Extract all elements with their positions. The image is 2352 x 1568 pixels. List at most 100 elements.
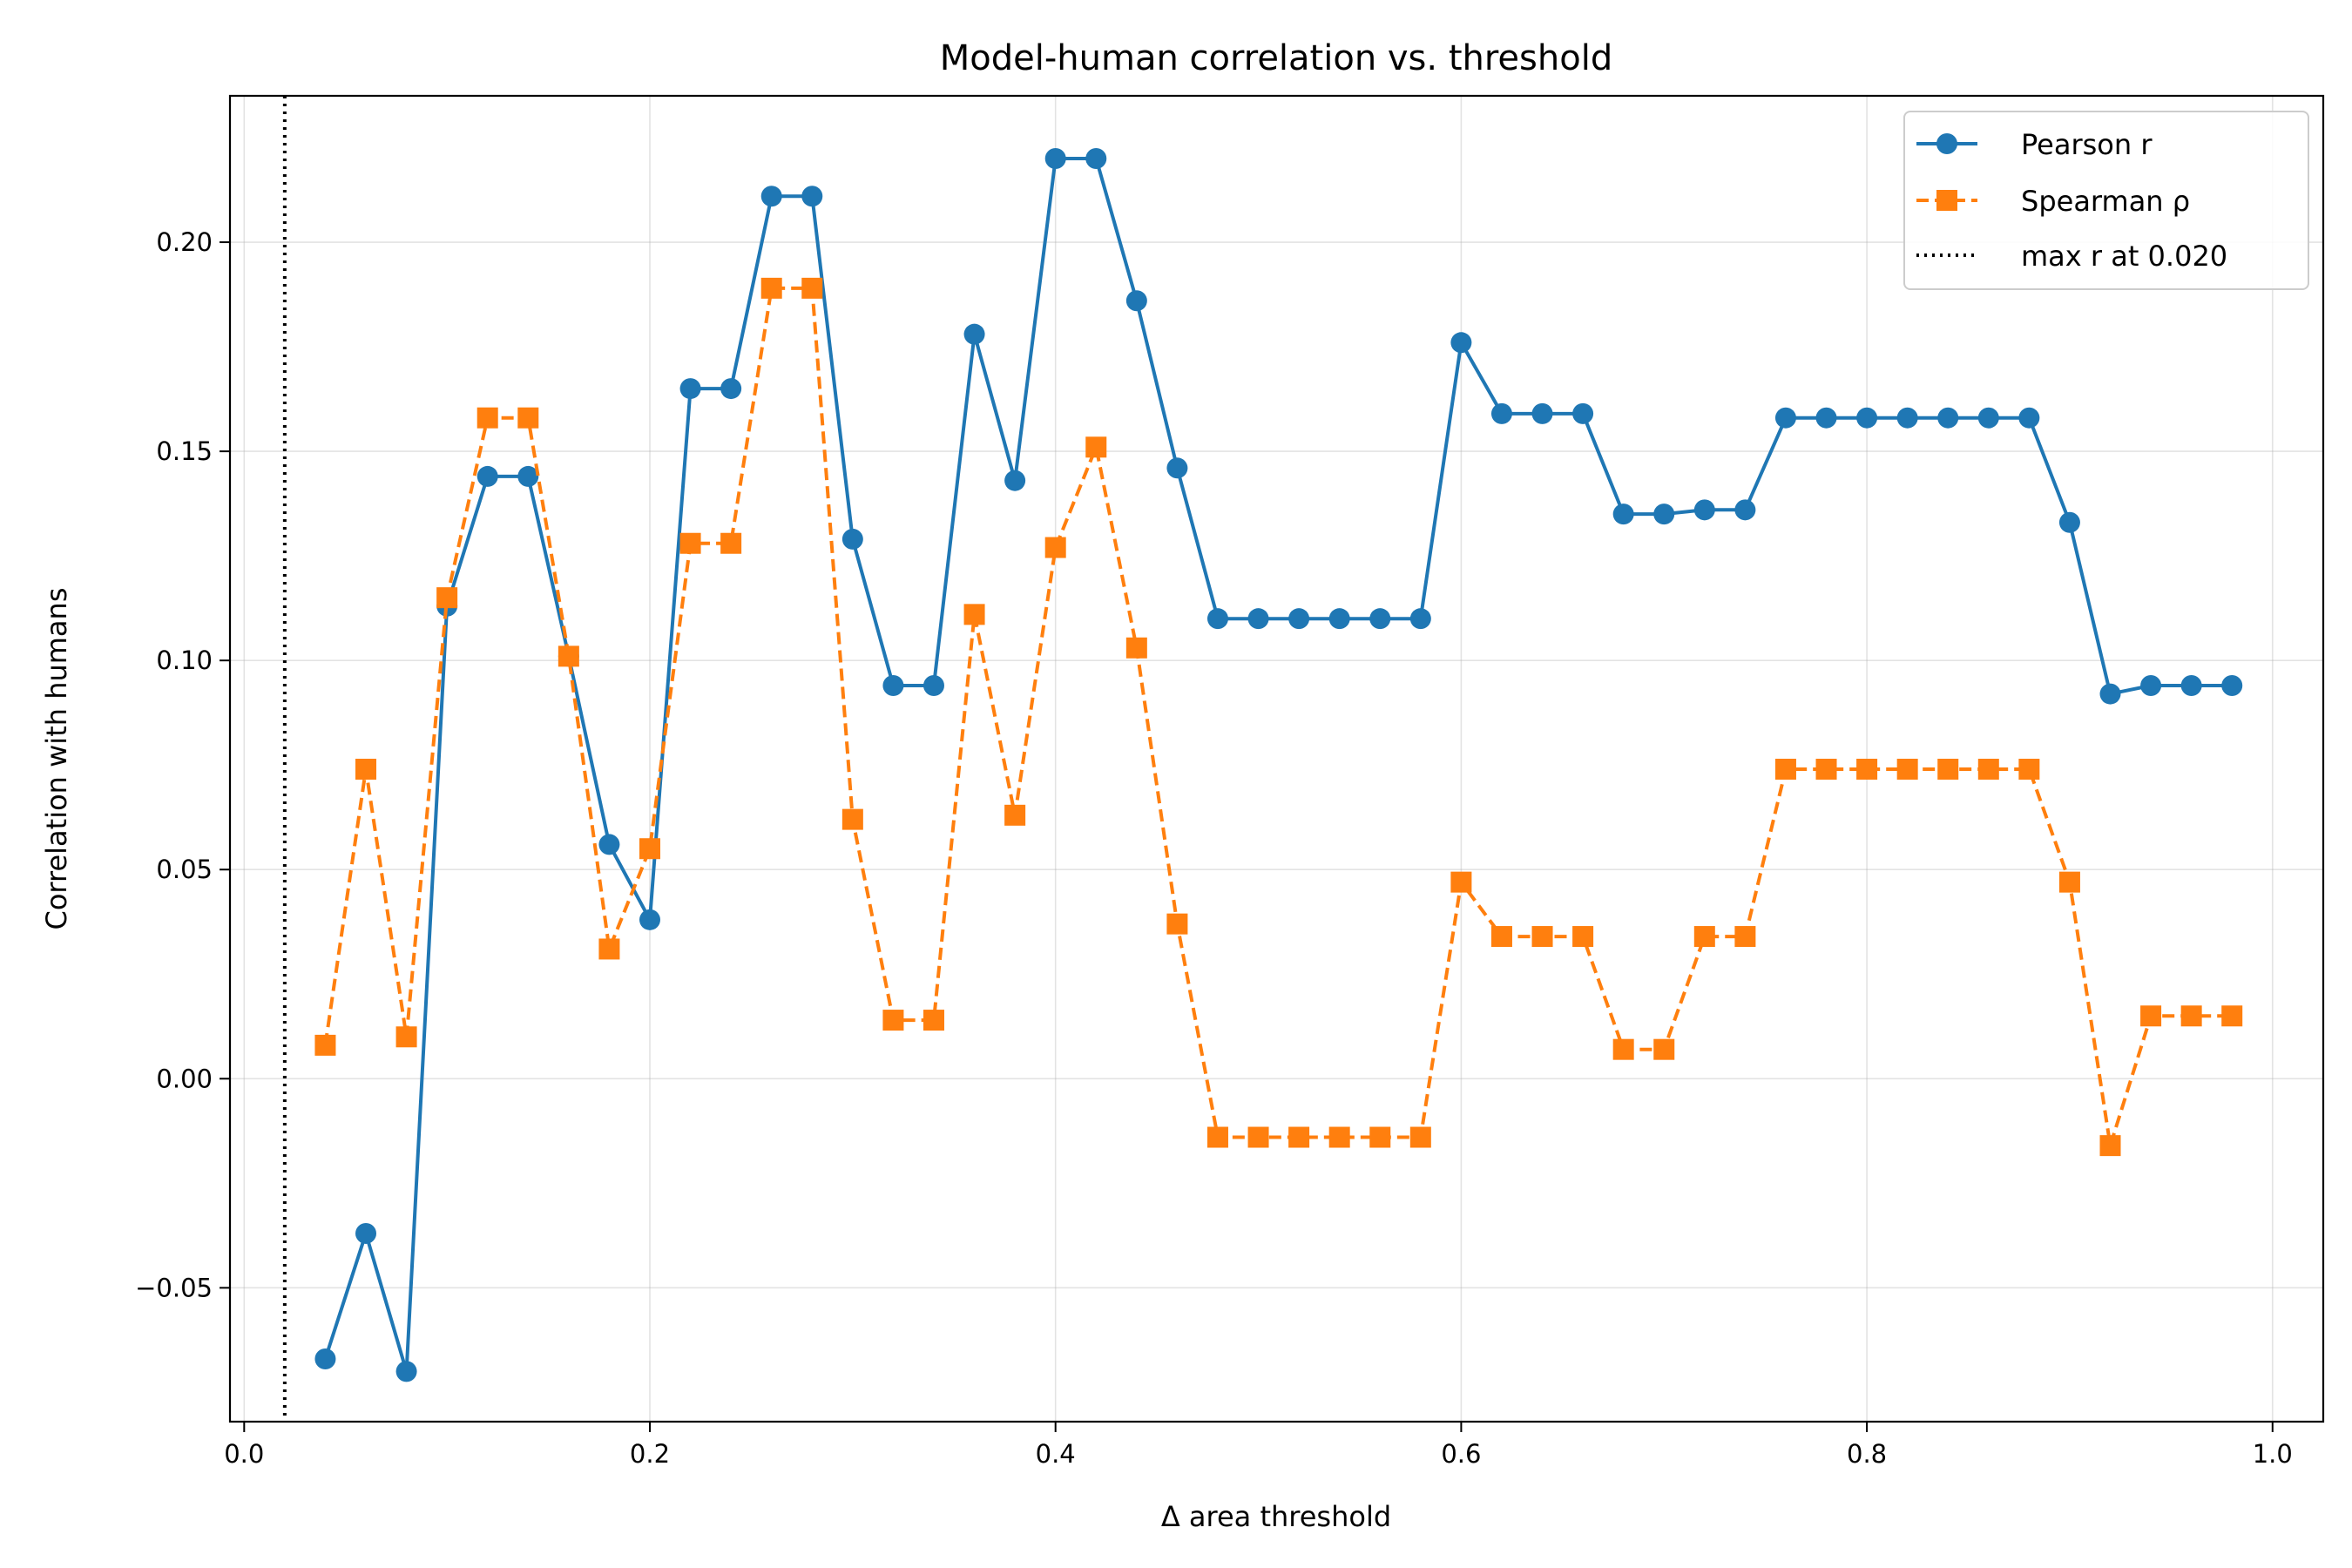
data-point-pearson — [2221, 674, 2243, 696]
data-point-spearman — [882, 1010, 904, 1031]
data-point-pearson — [1247, 608, 1269, 630]
data-point-spearman — [1774, 759, 1796, 781]
data-point-spearman — [558, 645, 579, 667]
data-point-spearman — [1490, 926, 1512, 948]
data-point-spearman — [476, 407, 498, 429]
series-pearson — [314, 148, 2243, 1382]
data-point-spearman — [2018, 759, 2040, 781]
data-point-pearson — [1004, 470, 1026, 491]
data-point-spearman — [1937, 759, 1959, 781]
data-point-pearson — [1856, 407, 1878, 429]
x-tick-label: 0.4 — [1036, 1439, 1076, 1469]
data-point-spearman — [1653, 1038, 1675, 1060]
legend-reference-label: max r at 0.020 — [2021, 240, 2227, 273]
data-point-pearson — [1450, 332, 1472, 354]
data-point-pearson — [1653, 504, 1675, 525]
data-point-pearson — [1206, 608, 1228, 630]
data-point-spearman — [517, 407, 539, 429]
data-point-pearson — [1288, 608, 1310, 630]
chart-title: Model-human correlation vs. threshold — [940, 38, 1612, 78]
legend-spearman-label: Spearman ρ — [2021, 185, 2190, 218]
x-tick-label: 1.0 — [2253, 1439, 2293, 1469]
data-point-spearman — [2058, 871, 2080, 893]
x-axis: 0.0 0.2 0.4 0.6 0.8 1.0 — [224, 1422, 2293, 1469]
data-point-pearson — [801, 186, 823, 207]
data-point-spearman — [760, 277, 782, 299]
data-point-pearson — [2058, 511, 2080, 533]
data-point-pearson — [517, 465, 539, 487]
data-point-pearson — [963, 323, 985, 345]
data-point-pearson — [1044, 148, 1066, 170]
data-point-pearson — [1369, 608, 1391, 630]
data-point-spearman — [2140, 1005, 2162, 1027]
series-spearman — [314, 277, 2243, 1157]
data-point-spearman — [1815, 759, 1837, 781]
data-point-spearman — [1450, 871, 1472, 893]
plot-frame — [228, 94, 2325, 1423]
data-point-spearman — [841, 808, 863, 830]
data-point-spearman — [1328, 1126, 1350, 1148]
y-tick-label: 0.10 — [156, 645, 213, 675]
data-point-spearman — [1166, 913, 1188, 935]
data-point-spearman — [639, 838, 660, 860]
data-point-pearson — [760, 186, 782, 207]
data-point-spearman — [801, 277, 823, 299]
data-point-spearman — [1288, 1126, 1310, 1148]
data-point-pearson — [1977, 407, 1999, 429]
data-point-spearman — [1044, 537, 1066, 558]
data-point-pearson — [598, 834, 620, 855]
data-point-pearson — [1815, 407, 1837, 429]
legend: Pearson r Spearman ρ max r at 0.020 — [1903, 111, 2309, 290]
data-point-spearman — [1247, 1126, 1269, 1148]
data-point-spearman — [1206, 1126, 1228, 1148]
data-point-spearman — [2099, 1135, 2121, 1157]
data-point-spearman — [720, 532, 742, 554]
data-point-spearman — [1856, 759, 1878, 781]
data-point-pearson — [1409, 608, 1431, 630]
y-tick-label: 0.05 — [156, 855, 213, 884]
data-point-pearson — [720, 378, 742, 400]
data-point-spearman — [1896, 759, 1918, 781]
legend-box — [1903, 111, 2309, 290]
data-point-pearson — [1612, 504, 1634, 525]
data-point-pearson — [355, 1222, 377, 1244]
data-point-pearson — [1085, 148, 1107, 170]
data-point-pearson — [476, 465, 498, 487]
data-point-spearman — [963, 604, 985, 625]
data-point-spearman — [1085, 436, 1107, 458]
y-tick-label: 0.00 — [156, 1064, 213, 1093]
data-point-pearson — [1693, 499, 1715, 521]
legend-pearson-label: Pearson r — [2021, 128, 2153, 161]
y-tick-label: −0.05 — [135, 1273, 213, 1302]
grid — [230, 96, 2323, 1422]
data-point-pearson — [2180, 674, 2202, 696]
data-point-pearson — [841, 528, 863, 550]
data-point-spearman — [355, 759, 377, 781]
data-point-pearson — [1166, 457, 1188, 479]
data-point-spearman — [923, 1010, 944, 1031]
y-tick-label: 0.15 — [156, 436, 213, 466]
data-point-pearson — [1328, 608, 1350, 630]
legend-pearson-marker — [1936, 133, 1957, 154]
data-point-pearson — [395, 1361, 417, 1382]
data-point-spearman — [436, 587, 458, 609]
y-axis: −0.05 0.00 0.05 0.10 0.15 0.20 — [135, 227, 230, 1302]
series-layer — [314, 148, 2243, 1382]
data-point-pearson — [2018, 407, 2040, 429]
x-tick-label: 0.0 — [224, 1439, 264, 1469]
data-point-spearman — [1125, 637, 1147, 659]
y-tick-label: 0.20 — [156, 227, 213, 257]
data-point-pearson — [1490, 402, 1512, 424]
data-point-spearman — [2221, 1005, 2243, 1027]
y-axis-label: Correlation with humans — [40, 588, 73, 930]
data-point-spearman — [1409, 1126, 1431, 1148]
data-point-spearman — [2180, 1005, 2202, 1027]
data-point-pearson — [1896, 407, 1918, 429]
data-point-spearman — [1693, 926, 1715, 948]
x-tick-label: 0.6 — [1441, 1439, 1481, 1469]
data-point-spearman — [1531, 926, 1553, 948]
data-point-pearson — [882, 674, 904, 696]
data-point-pearson — [2140, 674, 2162, 696]
data-point-pearson — [1734, 499, 1756, 521]
